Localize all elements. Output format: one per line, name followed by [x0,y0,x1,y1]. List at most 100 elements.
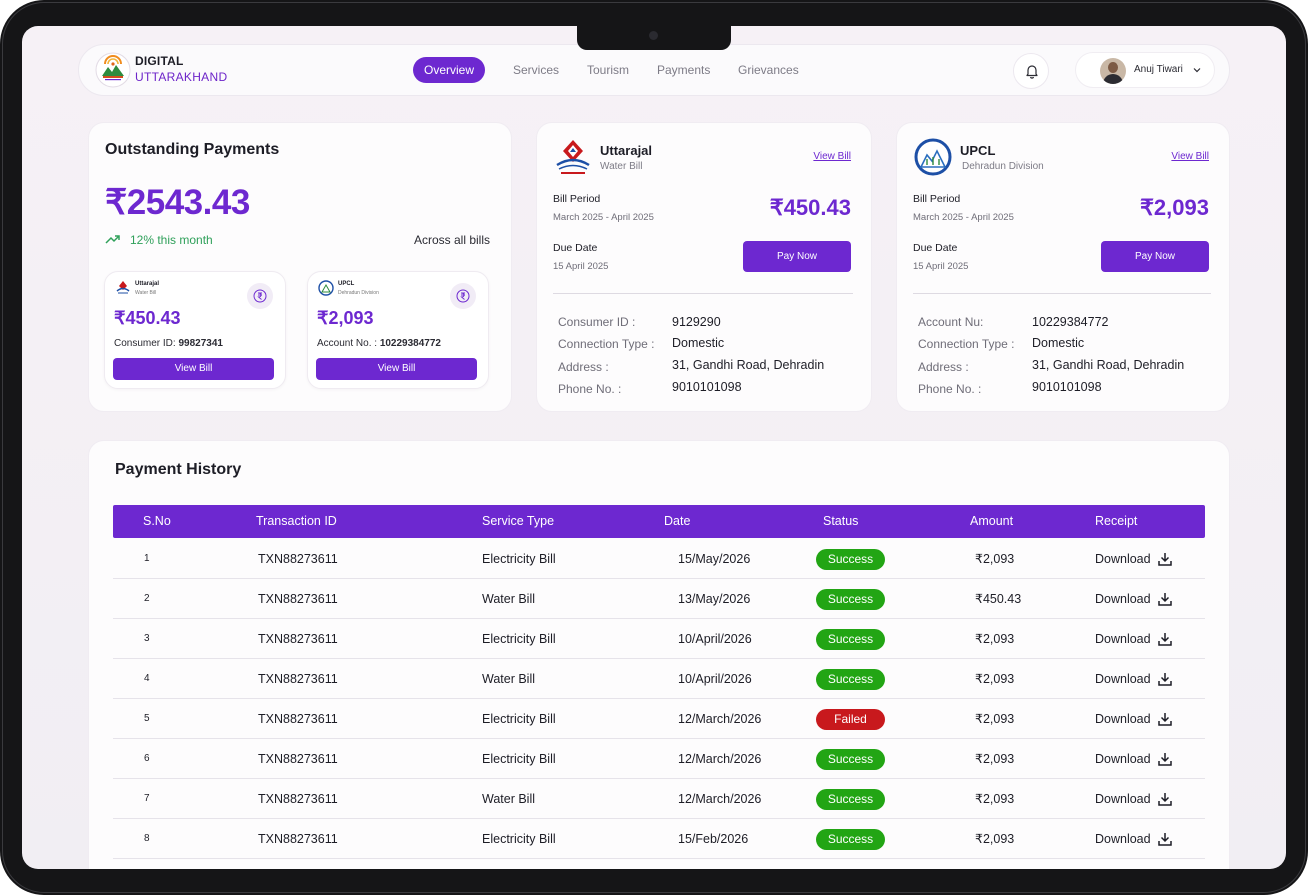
cell-sno: 7 [144,793,150,804]
tab-payments[interactable]: Payments [657,63,711,77]
download-receipt-link[interactable]: Download [1095,672,1151,686]
outstanding-title: Outstanding Payments [105,141,280,158]
cell-sno: 6 [144,753,150,764]
bill-period-label: Bill Period [913,193,961,205]
address-value: 31, Gandhi Road, Dehradin [1032,358,1185,372]
detail-label: Phone No. : [918,382,982,396]
bill-provider-type: Dehradun Division [962,161,1044,172]
status-badge: Success [816,749,885,770]
cell-amount: ₹450.43 [975,592,1022,606]
view-bill-button[interactable]: View Bill [113,358,274,380]
download-receipt-link[interactable]: Download [1095,632,1151,646]
chevron-down-icon [1193,68,1201,73]
cell-transaction-id: TXN88273611 [258,712,338,726]
cell-date: 13/May/2026 [678,592,751,606]
cell-sno: 8 [144,833,150,844]
column-header: S.No [143,514,171,528]
bill-provider-type: Water Bill [600,161,643,172]
download-receipt-link[interactable]: Download [1095,712,1151,726]
column-header: Transaction ID [256,514,337,528]
cell-sno: 4 [144,673,150,684]
uttarajal-logo [116,281,130,294]
table-row: 2 TXN88273611 Water Bill 13/May/2026 Success… [113,579,1205,619]
download-receipt-link[interactable]: Download [1095,552,1151,566]
column-header: Date [664,514,691,528]
column-header: Service Type [482,514,555,528]
download-receipt-link[interactable]: Download [1095,592,1151,606]
bill-provider-name: Uttarajal [600,143,653,158]
camera-notch [577,26,731,50]
cell-service-type: Electricity Bill [482,712,556,726]
download-icon[interactable] [1157,551,1173,567]
bill-amount: ₹450.43 [769,195,851,220]
download-icon[interactable] [1157,751,1173,767]
download-icon[interactable] [1157,791,1173,807]
divider [553,293,853,294]
download-receipt-link[interactable]: Download [1095,752,1151,766]
bill-period-value: March 2025 - April 2025 [553,212,654,223]
payment-history-title: Payment History [115,461,242,478]
bill-period-value: March 2025 - April 2025 [913,212,1014,223]
download-icon[interactable] [1157,631,1173,647]
notifications-button[interactable] [1013,53,1049,89]
status-badge: Success [816,789,885,810]
tab-services[interactable]: Services [513,63,560,77]
cell-service-type: Electricity Bill [482,632,556,646]
tab-tourism[interactable]: Tourism [587,63,630,77]
mini-bill-id: Account No. : 10229384772 [317,338,441,349]
tab-overview[interactable]: Overview [413,57,486,83]
mini-bill-name: Uttarajal [135,281,160,287]
status-badge: Failed [816,709,885,730]
bill-card-upcl: UPCL Dehradun Division View Bill Bill Pe… [896,122,1230,412]
phone-value: 9010101098 [672,380,742,394]
column-header: Amount [970,514,1014,528]
cell-date: 12/March/2026 [678,752,762,766]
mini-bill-amount: ₹450.43 [114,308,181,328]
download-icon[interactable] [1157,711,1173,727]
cell-amount: ₹2,093 [975,632,1015,646]
cell-transaction-id: TXN88273611 [258,832,338,846]
download-icon[interactable] [1157,831,1173,847]
cell-amount: ₹2,093 [975,672,1015,686]
view-bill-link[interactable]: View Bill [813,151,851,162]
cell-service-type: Electricity Bill [482,752,556,766]
detail-label: Address : [918,360,969,374]
mini-bill-sub: Dehradun Division [338,290,379,296]
cell-service-type: Electricity Bill [482,832,556,846]
app-screen: DIGITAL UTTARAKHAND Overview Services To… [22,26,1286,869]
user-profile-menu[interactable]: Anuj Tiwari [1075,52,1215,88]
table-header: S.No Transaction ID Service Type Date St… [113,505,1205,538]
cell-date: 15/May/2026 [678,552,751,566]
mini-bill-id: Consumer ID: 99827341 [114,338,223,349]
bill-amount: ₹2,093 [1139,195,1209,220]
tab-grievances[interactable]: Grievances [738,63,799,77]
cell-amount: ₹2,093 [975,552,1015,566]
download-receipt-link[interactable]: Download [1095,832,1151,846]
bill-card-uttarajal: Uttarajal Water Bill View Bill Bill Peri… [536,122,872,412]
cell-transaction-id: TXN88273611 [258,592,338,606]
camera-icon [649,31,658,40]
scope-label: Across all bills [413,233,490,247]
table-row: 3 TXN88273611 Electricity Bill 10/April/202… [113,619,1205,659]
view-bill-button[interactable]: View Bill [316,358,477,380]
table-row: 7 TXN88273611 Water Bill 12/March/2026 Succe… [113,779,1205,819]
pay-now-button[interactable]: Pay Now [1101,241,1209,272]
due-date-label: Due Date [553,242,598,254]
pay-now-button[interactable]: Pay Now [743,241,851,272]
download-icon[interactable] [1157,671,1173,687]
table-row: 1 TXN88273611 Electricity Bill 15/May/2026 S… [113,539,1205,579]
cell-sno: 3 [144,633,150,644]
detail-label: Connection Type : [558,337,655,351]
account-number-value: 10229384772 [1032,315,1109,329]
cell-transaction-id: TXN88273611 [258,672,338,686]
cell-service-type: Electricity Bill [482,552,556,566]
view-bill-link[interactable]: View Bill [1171,151,1209,162]
table-row: 8 TXN88273611 Electricity Bill 15/Feb/2026 S… [113,819,1205,859]
uttarajal-logo [556,140,590,174]
download-receipt-link[interactable]: Download [1095,792,1151,806]
download-icon[interactable] [1157,591,1173,607]
user-name: Anuj Tiwari [1134,64,1183,75]
column-header: Status [823,514,859,528]
brand-subtitle: UTTARAKHAND [135,70,228,84]
